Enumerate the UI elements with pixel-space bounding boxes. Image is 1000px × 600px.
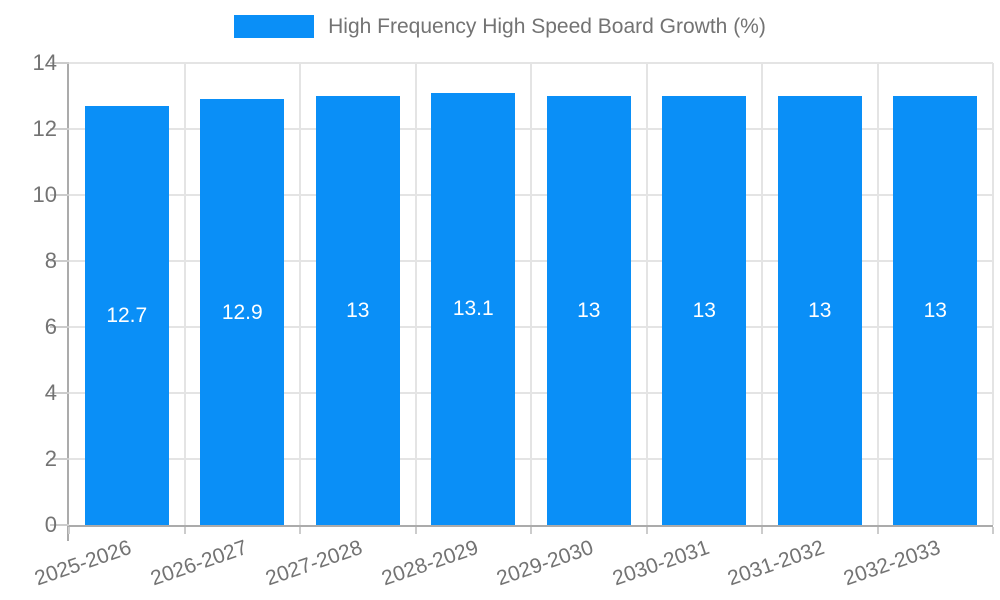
y-axis-label: 4 bbox=[44, 380, 57, 405]
bar-value-label: 13.1 bbox=[452, 297, 494, 321]
x-tick bbox=[876, 527, 879, 534]
bar-value-label: 13 bbox=[923, 299, 947, 322]
legend: High Frequency High Speed Board Growth (… bbox=[0, 14, 1000, 39]
y-axis-label: 10 bbox=[32, 182, 57, 207]
bar[interactable]: 13 bbox=[893, 96, 978, 525]
y-tick bbox=[50, 128, 69, 130]
x-tick bbox=[645, 527, 648, 534]
y-axis-label: 14 bbox=[32, 50, 57, 75]
y-axis-label: 8 bbox=[44, 248, 57, 273]
bar-value-label: 13 bbox=[577, 299, 601, 322]
y-axis-line bbox=[67, 63, 69, 541]
gridline-vertical bbox=[992, 63, 994, 525]
gridline-vertical bbox=[183, 63, 186, 525]
bar-value-label: 12.7 bbox=[106, 303, 148, 327]
y-tick bbox=[50, 62, 69, 64]
gridline-vertical bbox=[299, 63, 301, 525]
y-axis-label: 2 bbox=[44, 446, 57, 471]
gridline-vertical bbox=[761, 63, 763, 525]
x-axis-label: 2030-2031 bbox=[609, 535, 713, 591]
x-tick bbox=[183, 527, 186, 534]
x-tick bbox=[761, 527, 763, 534]
bar[interactable]: 13 bbox=[662, 96, 747, 525]
legend-label: High Frequency High Speed Board Growth (… bbox=[328, 15, 766, 38]
x-axis-label: 2028-2029 bbox=[378, 535, 482, 591]
y-tick bbox=[50, 326, 69, 328]
x-tick bbox=[992, 527, 994, 534]
x-axis-label: 2031-2032 bbox=[725, 535, 828, 591]
gridline-vertical bbox=[645, 63, 648, 525]
bar[interactable]: 12.7 bbox=[84, 105, 169, 525]
x-tick bbox=[530, 527, 532, 534]
bar[interactable]: 13 bbox=[777, 96, 862, 525]
x-axis-label: 2025-2026 bbox=[32, 535, 135, 591]
y-tick bbox=[50, 260, 69, 262]
gridline-vertical bbox=[876, 63, 879, 525]
bar-value-label: 13 bbox=[808, 299, 832, 322]
y-axis-label: 12 bbox=[32, 116, 57, 141]
y-tick bbox=[50, 194, 69, 196]
bar[interactable]: 13 bbox=[546, 96, 631, 525]
bar-value-label: 13 bbox=[692, 299, 716, 322]
x-axis-label: 2029-2030 bbox=[494, 535, 597, 591]
y-axis-label: 6 bbox=[44, 314, 57, 339]
bar-value-label: 12.9 bbox=[221, 300, 263, 324]
y-axis-label: 0 bbox=[44, 512, 57, 537]
x-axis-label: 2027-2028 bbox=[263, 535, 366, 591]
x-axis-line bbox=[67, 525, 993, 527]
gridline-vertical bbox=[414, 63, 417, 525]
legend-item[interactable]: High Frequency High Speed Board Growth (… bbox=[234, 14, 766, 39]
x-tick bbox=[68, 527, 70, 534]
bar-value-label: 13 bbox=[346, 299, 370, 322]
x-tick bbox=[299, 527, 301, 534]
y-tick bbox=[50, 392, 69, 394]
bar[interactable]: 12.9 bbox=[200, 99, 285, 525]
y-tick bbox=[50, 524, 69, 526]
x-axis-label: 2032-2033 bbox=[840, 535, 944, 591]
gridline-vertical bbox=[530, 63, 532, 525]
bar[interactable]: 13.1 bbox=[431, 92, 516, 525]
x-axis-label: 2026-2027 bbox=[147, 535, 251, 591]
y-tick bbox=[50, 458, 69, 460]
plot-area: 12.7 12.9 13 13.1 13 13 13 13 bbox=[67, 62, 994, 541]
legend-swatch-icon bbox=[234, 15, 315, 39]
x-tick bbox=[414, 527, 417, 534]
bar[interactable]: 13 bbox=[315, 96, 400, 525]
